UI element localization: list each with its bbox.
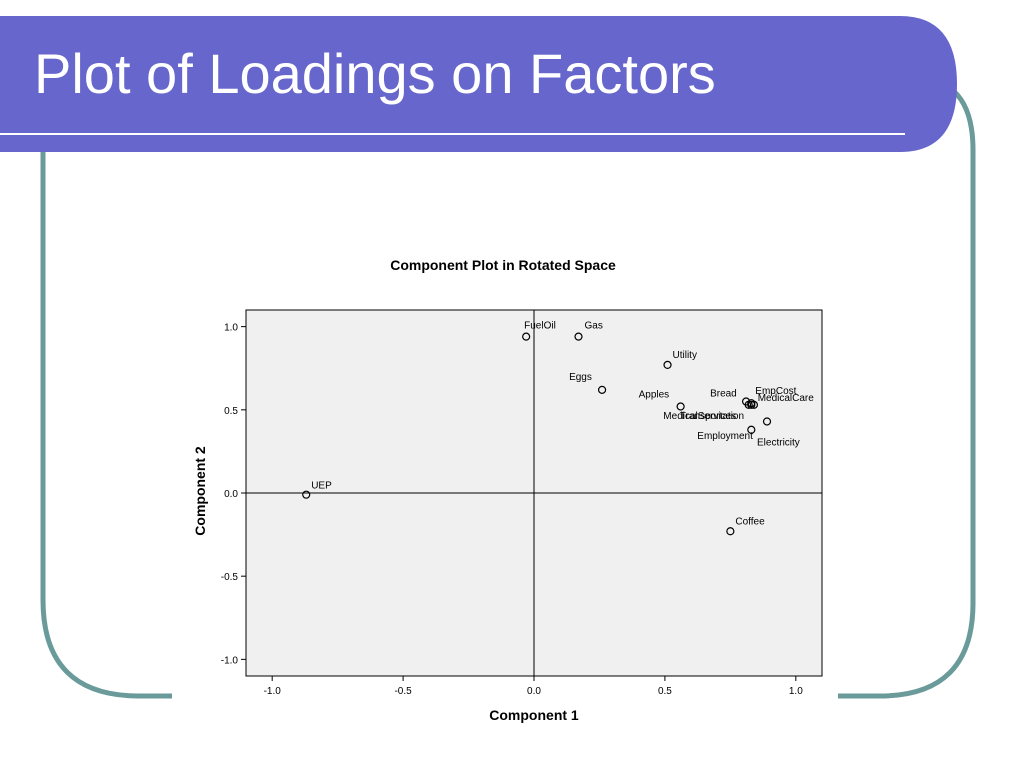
x-tick-label: 0.0 [527, 686, 541, 697]
point-label-fueloil: FuelOil [524, 321, 556, 332]
y-tick-label: 1.0 [224, 323, 238, 334]
point-label-medicalservices: MedicalServices [663, 411, 736, 422]
point-label-apples: Apples [639, 389, 670, 400]
y-axis-label: Component 2 [192, 446, 208, 536]
data-point-coffee [726, 527, 735, 536]
data-point-transportation [749, 400, 759, 409]
x-tick-label: -0.5 [394, 686, 412, 697]
data-point-utility [663, 360, 672, 369]
data-point-medicalservices [747, 400, 756, 409]
point-label-coffee: Coffee [735, 516, 765, 527]
x-axis-label: Component 1 [489, 707, 579, 723]
point-label-employment: Employment [697, 431, 753, 442]
data-point-medicalcare [744, 400, 753, 409]
slide-frame-border [40, 150, 172, 699]
point-label-utility: Utility [673, 350, 697, 361]
y-tick-label: 0.0 [224, 489, 238, 500]
y-tick-label: -0.5 [221, 572, 239, 583]
data-point-gas [574, 332, 583, 341]
y-tick-label: -1.0 [221, 655, 239, 666]
point-label-eggs: Eggs [569, 372, 592, 383]
chart-title: Component Plot in Rotated Space [390, 257, 616, 273]
x-tick-label: 0.5 [658, 686, 672, 697]
data-point-uep [302, 490, 311, 499]
point-label-gas: Gas [585, 321, 603, 332]
point-label-uep: UEP [311, 481, 332, 492]
point-label-electricity: Electricity [757, 437, 800, 448]
slide-title: Plot of Loadings on Factors [34, 42, 716, 105]
title-bar [0, 16, 957, 152]
data-point-employment [747, 425, 756, 434]
point-label-empcost: EmpCost [755, 386, 796, 397]
slide-frame-border-right [838, 85, 976, 699]
data-point-fueloil [522, 332, 531, 341]
data-point-electricity [762, 417, 772, 426]
point-label-transportation: Transportation [680, 411, 744, 422]
data-point-eggs [597, 385, 607, 394]
x-tick-label: -1.0 [264, 686, 282, 697]
point-label-medicalcare: MedicalCare [758, 393, 815, 404]
data-point-apples [676, 402, 685, 411]
point-label-bread: Bread [710, 389, 737, 400]
y-tick-label: 0.5 [224, 406, 238, 417]
x-tick-label: 1.0 [789, 686, 803, 697]
